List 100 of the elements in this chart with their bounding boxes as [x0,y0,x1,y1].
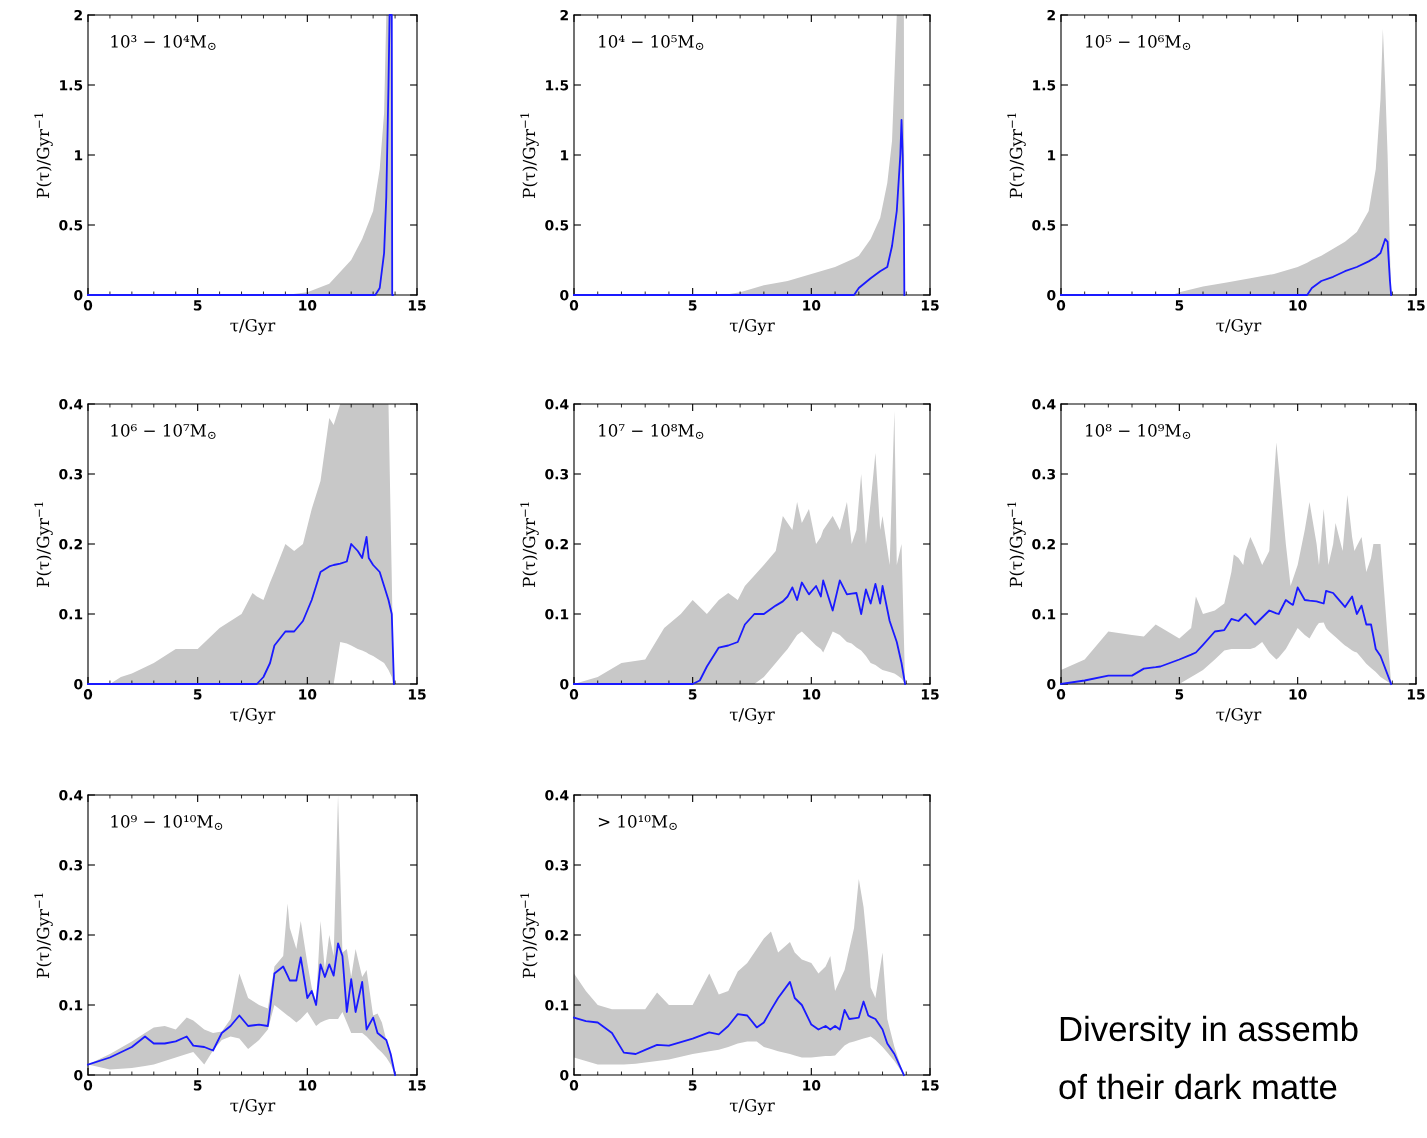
y-tick-label: 0.3 [1032,468,1056,480]
x-tick-label: 5 [688,300,697,311]
y-tick-label: 2 [1047,9,1055,21]
y-tick-label: 0.3 [545,468,569,480]
x-tick-label: 5 [1175,689,1184,700]
x-tick-label: 10 [299,689,317,700]
y-tick-label: 1 [561,150,569,161]
y-axis-title: P(τ)/Gyr$^{−1}$ [1007,113,1026,198]
x-tick-label: 15 [921,1080,939,1091]
y-tick-label: 0.4 [59,398,83,410]
x-tick-label: 0 [569,300,579,311]
y-tick-label: 0.2 [545,538,568,550]
line-series [573,980,905,1076]
y-tick-label: 1.5 [60,80,83,91]
x-tick-label: 10 [803,300,821,311]
text: Diversity in assemb [1060,1015,1358,1049]
x-tick-label: 10 [803,1080,821,1091]
y-tick-label: 0 [1047,678,1056,690]
y-tick-label: 0 [1047,289,1056,301]
y-tick-label: 1 [1048,150,1056,161]
x-tick-label: 0 [83,1080,93,1091]
x-axis-title: τ/Gyr [1216,707,1262,724]
x-tick-label: 15 [1407,689,1425,700]
y-tick-label: 0.1 [1032,608,1056,620]
text: 10⁹ − 10¹⁰M$_{⊙}$ [111,815,223,831]
x-axis-title: τ/Gyr [1216,318,1262,335]
y-tick-label: 0 [74,289,83,301]
x-tick-label: 15 [408,689,426,700]
line-series [87,942,396,1076]
x-tick-label: 5 [1175,300,1184,311]
text: 10⁴ − 10⁵M$_{⊙}$ [599,35,704,51]
x-tick-label: 5 [193,1080,202,1091]
x-tick-label: 10 [803,689,821,700]
y-tick-label: 0.2 [59,538,82,550]
x-tick-label: 10 [1289,689,1307,700]
x-axis-title: τ/Gyr [230,707,276,724]
x-tick-label: 15 [921,689,939,700]
y-tick-label: 0.2 [1032,538,1055,550]
x-tick-label: 5 [688,1080,697,1091]
y-tick-label: 0.5 [59,219,83,231]
x-tick-label: 0 [83,300,93,311]
text: > 10¹⁰M$_{⊙}$ [598,815,677,831]
y-tick-label: 0.2 [59,929,82,941]
y-tick-label: 0 [560,678,569,690]
y-tick-label: 0.4 [545,398,569,410]
x-tick-label: 10 [299,1080,317,1091]
y-tick-label: 0 [560,289,569,301]
text: 10⁸ − 10⁹M$_{⊙}$ [1086,424,1191,440]
x-tick-label: 15 [921,300,939,311]
x-axis-title: τ/Gyr [729,1098,775,1115]
x-axis-title: τ/Gyr [230,1098,276,1115]
text: 10⁵ − 10⁶M$_{⊙}$ [1086,35,1191,51]
x-tick-label: 15 [408,1080,426,1091]
line-series [87,536,395,685]
y-tick-label: 0 [560,1069,569,1081]
y-tick-label: 1 [75,150,83,161]
x-tick-label: 10 [299,300,317,311]
x-axis-title: τ/Gyr [230,318,276,335]
y-tick-label: 2 [74,9,82,21]
y-tick-label: 0.3 [59,468,83,480]
text: 10⁶ − 10⁷M$_{⊙}$ [111,424,216,440]
x-tick-label: 10 [1289,300,1307,311]
y-tick-label: 0.2 [545,929,568,941]
y-tick-label: 0.3 [59,859,83,871]
x-tick-label: 0 [1056,300,1066,311]
y-tick-label: 0.4 [1032,398,1056,410]
line-series [573,119,906,296]
y-axis-title: P(τ)/Gyr$^{−1}$ [34,113,53,198]
y-tick-label: 0.1 [545,999,569,1011]
y-tick-label: 0.1 [59,608,83,620]
line-series [1060,586,1393,685]
line-series [1060,238,1393,296]
x-tick-label: 15 [408,300,426,311]
x-tick-label: 0 [569,1080,579,1091]
y-axis-title: P(τ)/Gyr$^{−1}$ [34,502,53,587]
x-axis-title: τ/Gyr [729,318,775,335]
y-tick-label: 0.1 [545,608,569,620]
y-tick-label: 0.4 [545,789,569,801]
x-tick-label: 5 [193,689,202,700]
y-tick-label: 0 [74,678,83,690]
y-tick-label: 1.5 [1033,80,1056,91]
y-tick-label: 0.3 [545,859,569,871]
x-tick-label: 15 [1407,300,1425,311]
line-series [573,579,906,685]
y-axis-title: P(τ)/Gyr$^{−1}$ [34,893,53,978]
x-tick-label: 0 [569,689,579,700]
y-axis-title: P(τ)/Gyr$^{−1}$ [520,113,539,198]
x-tick-label: 5 [688,689,697,700]
text: 10⁷ − 10⁸M$_{⊙}$ [599,424,704,440]
x-tick-label: 5 [193,300,202,311]
y-axis-title: P(τ)/Gyr$^{−1}$ [520,502,539,587]
x-tick-label: 0 [1056,689,1066,700]
x-tick-label: 0 [83,689,93,700]
y-tick-label: 1.5 [546,80,569,91]
y-tick-label: 0.5 [545,219,569,231]
y-tick-label: 0.1 [59,999,83,1011]
y-tick-label: 2 [560,9,568,21]
text: 10³ − 10⁴M$_{⊙}$ [111,35,216,51]
y-tick-label: 0.5 [1032,219,1056,231]
y-axis-title: P(τ)/Gyr$^{−1}$ [520,893,539,978]
